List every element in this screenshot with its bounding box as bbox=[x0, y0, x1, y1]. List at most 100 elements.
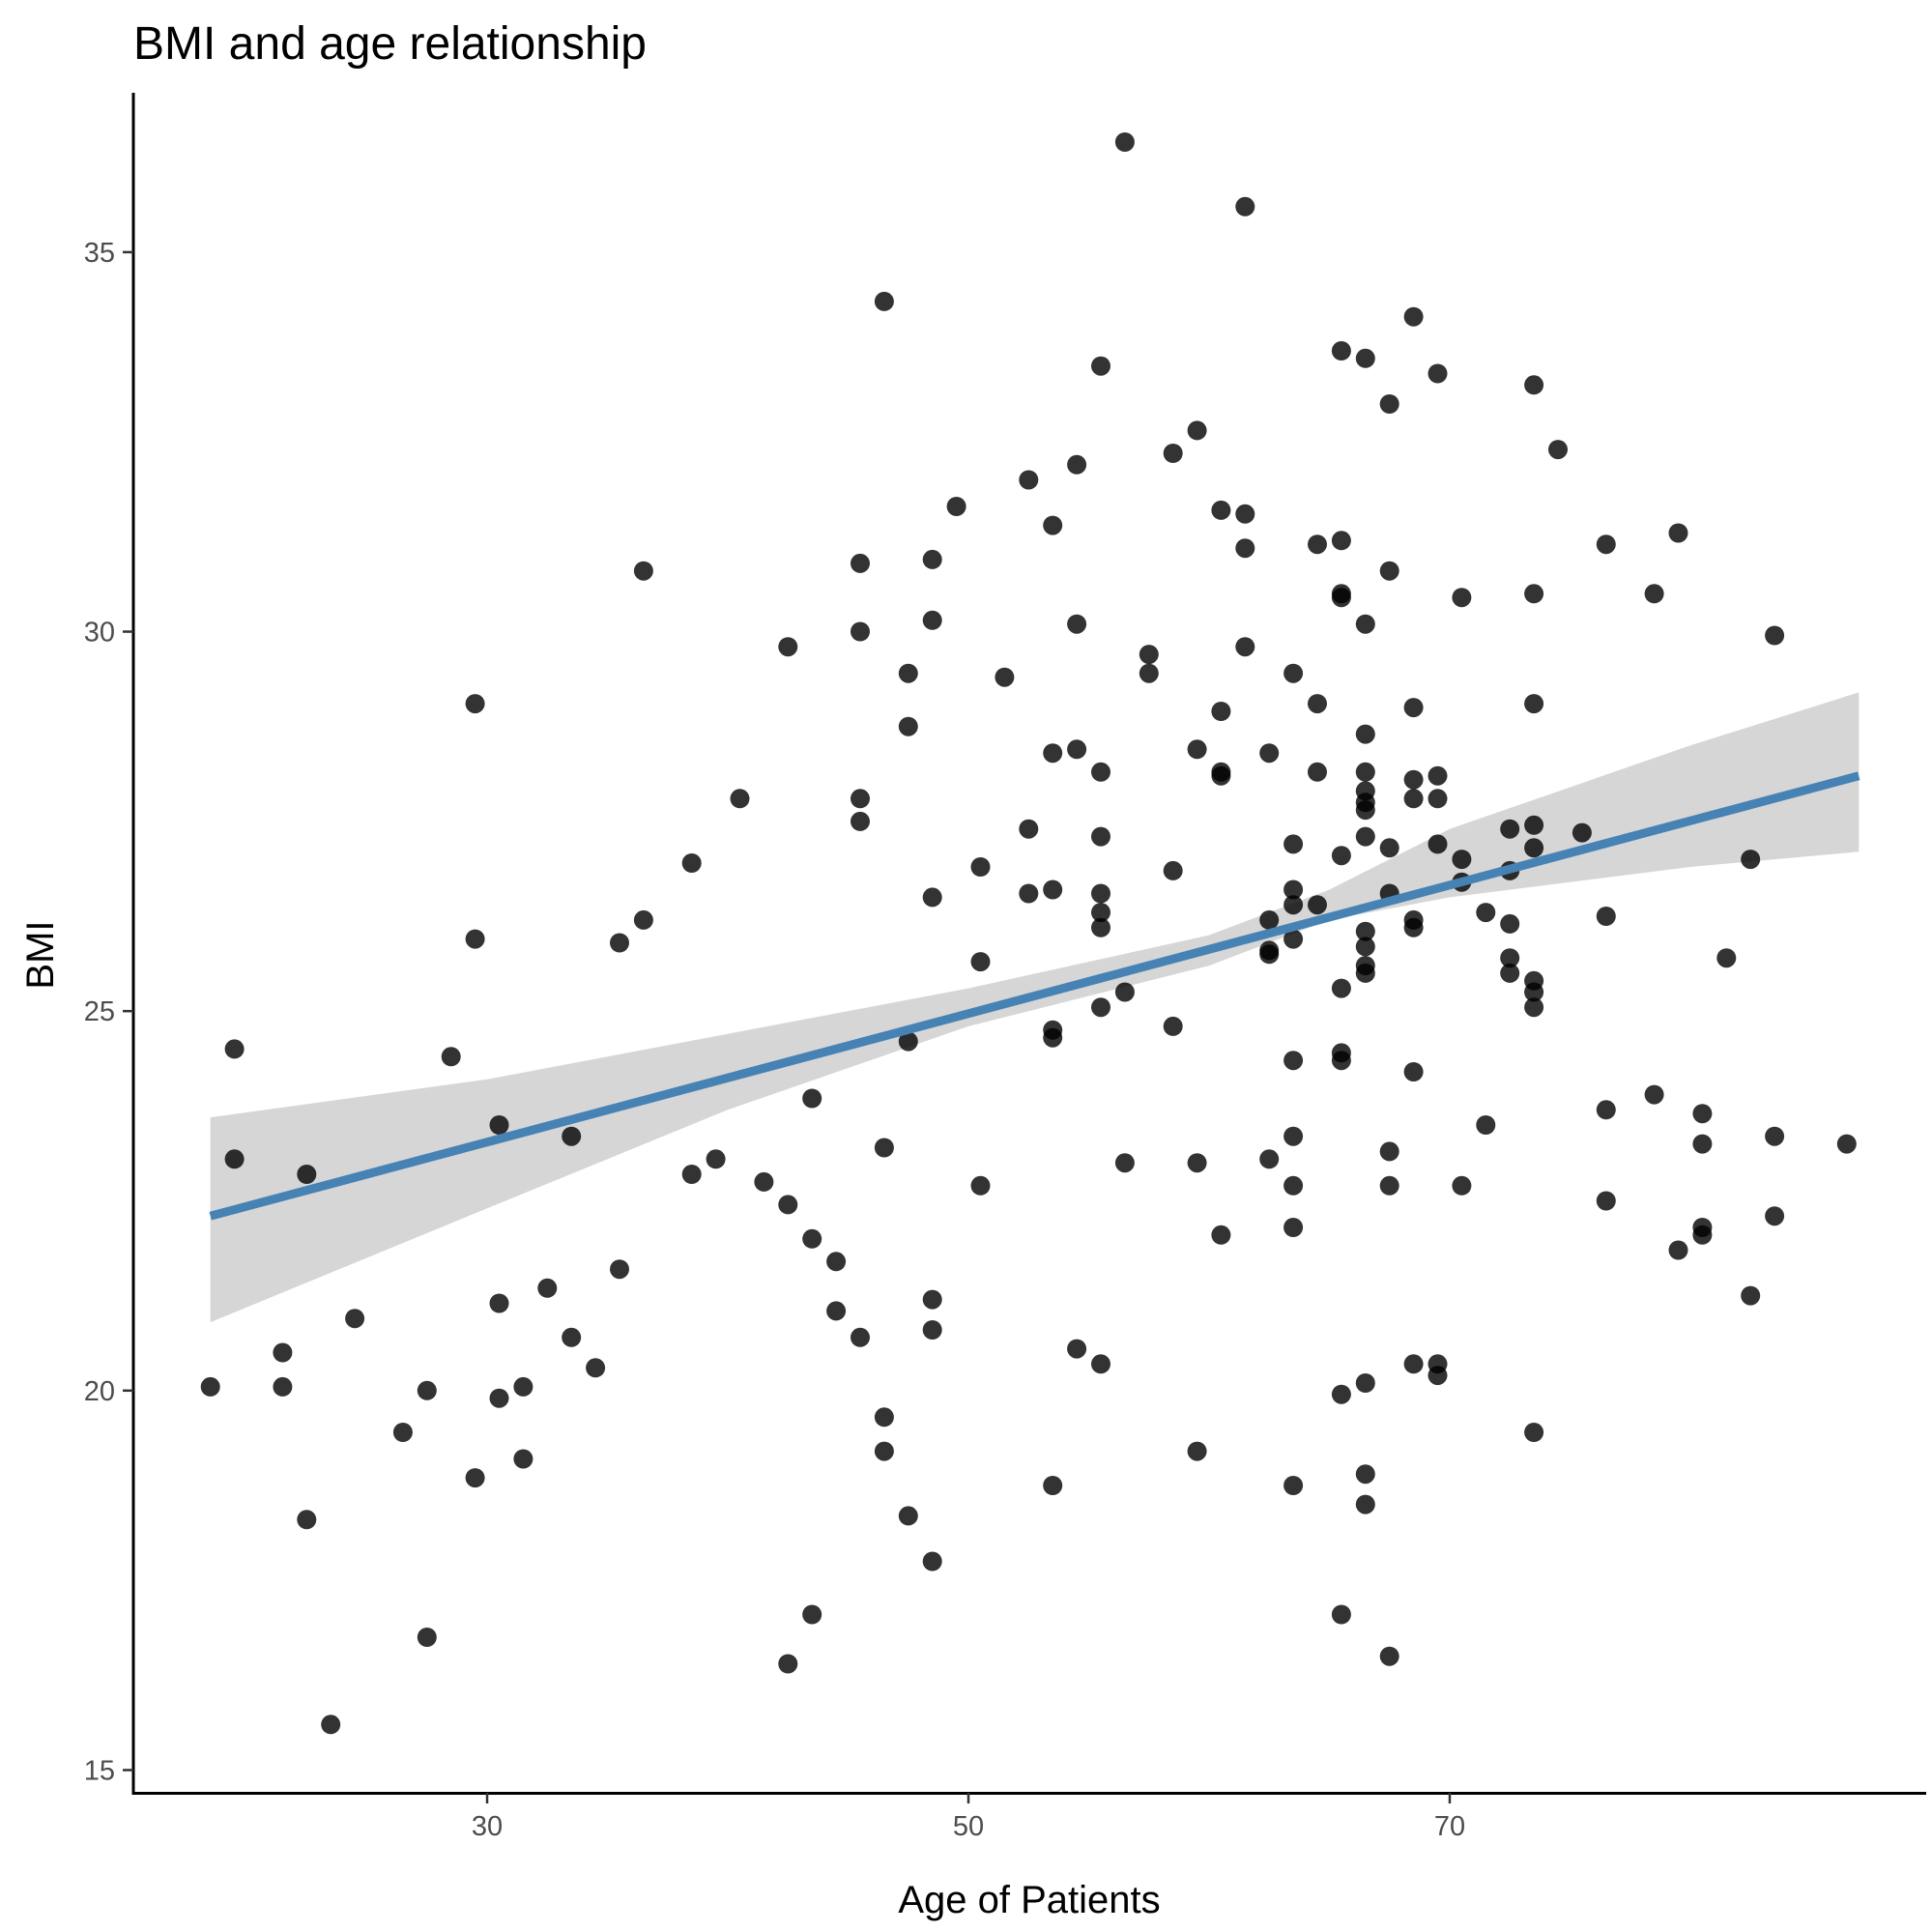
data-point bbox=[874, 1138, 894, 1158]
data-point bbox=[898, 663, 918, 683]
data-point bbox=[1283, 834, 1304, 854]
data-point bbox=[1331, 846, 1351, 866]
data-point bbox=[1548, 440, 1568, 460]
data-point bbox=[706, 1149, 726, 1169]
data-point bbox=[1235, 504, 1255, 524]
data-point bbox=[1355, 762, 1375, 782]
data-point bbox=[1765, 625, 1785, 646]
data-point bbox=[1211, 1225, 1231, 1245]
data-point bbox=[1524, 815, 1544, 835]
data-point bbox=[1091, 903, 1110, 923]
regression-line bbox=[209, 771, 1860, 1221]
data-point bbox=[874, 1407, 894, 1427]
data-point bbox=[826, 1301, 847, 1321]
data-point bbox=[1091, 917, 1110, 937]
data-point bbox=[730, 789, 750, 809]
data-point bbox=[1500, 913, 1520, 934]
data-point bbox=[1403, 306, 1424, 327]
data-point bbox=[273, 1342, 293, 1363]
data-point bbox=[1259, 1149, 1280, 1169]
data-point bbox=[1355, 1494, 1375, 1514]
data-point bbox=[1403, 789, 1424, 809]
data-point bbox=[1524, 375, 1544, 395]
data-point bbox=[1452, 1175, 1472, 1196]
data-point bbox=[1308, 762, 1327, 782]
data-point bbox=[345, 1309, 365, 1329]
confidence-band-area bbox=[210, 692, 1860, 1323]
data-point bbox=[1379, 1175, 1399, 1196]
data-point bbox=[922, 1551, 942, 1572]
data-point bbox=[1427, 363, 1448, 384]
data-point bbox=[1403, 769, 1424, 790]
data-point bbox=[1596, 534, 1616, 555]
data-point bbox=[851, 1327, 870, 1347]
data-point bbox=[1308, 895, 1327, 915]
data-point bbox=[1500, 963, 1520, 983]
data-point bbox=[1524, 982, 1544, 1002]
data-point bbox=[273, 1376, 293, 1397]
data-point bbox=[1283, 1476, 1304, 1495]
data-point bbox=[1211, 765, 1231, 786]
data-point bbox=[465, 1468, 485, 1488]
data-point bbox=[922, 887, 942, 908]
data-point bbox=[1331, 1051, 1351, 1071]
data-point bbox=[1355, 348, 1375, 368]
data-point bbox=[1524, 838, 1544, 858]
data-point bbox=[898, 1506, 918, 1526]
data-point bbox=[898, 716, 918, 736]
data-point bbox=[681, 1165, 702, 1184]
data-point bbox=[1741, 850, 1761, 870]
y-tick-label: 25 bbox=[84, 996, 115, 1027]
data-point bbox=[1091, 997, 1110, 1018]
data-point bbox=[1187, 1153, 1207, 1173]
data-point bbox=[1403, 1354, 1424, 1374]
data-point bbox=[851, 553, 870, 573]
data-point bbox=[1379, 1646, 1399, 1666]
data-point bbox=[1114, 1153, 1135, 1173]
data-point bbox=[297, 1510, 317, 1530]
x-tick-label: 30 bbox=[472, 1811, 503, 1842]
data-point bbox=[1379, 1141, 1399, 1162]
data-point bbox=[1139, 663, 1159, 683]
y-tick-label: 20 bbox=[84, 1376, 115, 1407]
data-point bbox=[851, 789, 870, 809]
data-point bbox=[1596, 1191, 1616, 1211]
data-point bbox=[441, 1047, 461, 1067]
data-point bbox=[946, 497, 966, 516]
data-point bbox=[1765, 1206, 1785, 1226]
data-point bbox=[297, 1165, 317, 1184]
data-point bbox=[802, 1604, 822, 1625]
data-point bbox=[1668, 1240, 1688, 1260]
data-point bbox=[1308, 694, 1327, 714]
data-point bbox=[1765, 1126, 1785, 1146]
data-point bbox=[1043, 1027, 1063, 1048]
data-point bbox=[922, 1289, 942, 1310]
data-point bbox=[1572, 822, 1592, 843]
data-point bbox=[681, 853, 702, 873]
data-point bbox=[633, 909, 653, 930]
data-point bbox=[1283, 1051, 1304, 1071]
data-point bbox=[1283, 879, 1304, 900]
y-axis-ticks: 15 20 25 30 35 bbox=[84, 238, 133, 1786]
data-point bbox=[1692, 1104, 1713, 1124]
data-point bbox=[1716, 948, 1737, 968]
data-point bbox=[1596, 907, 1616, 926]
data-point bbox=[874, 1441, 894, 1461]
data-point bbox=[1427, 789, 1448, 809]
data-point bbox=[1308, 534, 1327, 555]
data-point bbox=[1235, 196, 1255, 216]
data-point bbox=[1355, 800, 1375, 821]
data-point bbox=[1355, 963, 1375, 983]
data-point bbox=[1403, 698, 1424, 718]
x-axis-ticks: 30 50 70 bbox=[472, 1793, 1465, 1842]
data-point bbox=[922, 1320, 942, 1340]
data-point bbox=[200, 1376, 220, 1397]
data-point bbox=[1139, 645, 1159, 665]
data-point bbox=[1043, 1476, 1063, 1495]
data-point bbox=[970, 857, 991, 877]
data-point bbox=[1091, 826, 1110, 847]
data-point bbox=[465, 929, 485, 949]
data-point bbox=[778, 637, 798, 657]
data-point bbox=[802, 1228, 822, 1249]
data-point bbox=[874, 291, 894, 311]
